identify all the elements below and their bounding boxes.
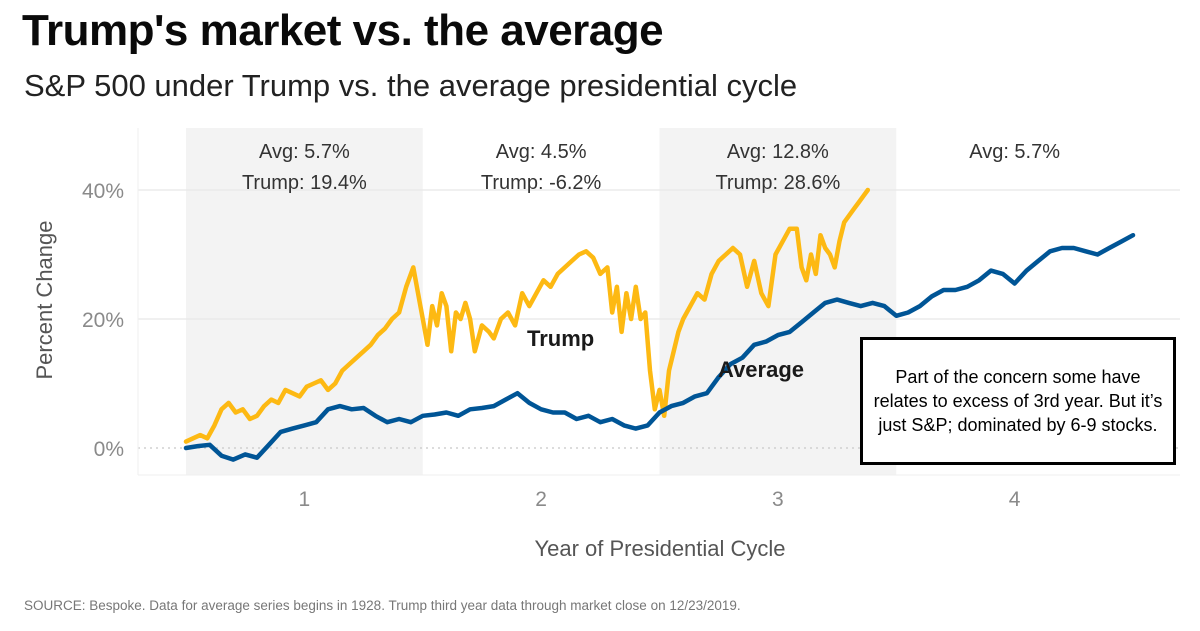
- annotation-avg-year-2: Avg: 4.5%: [496, 141, 587, 163]
- annotation-trump-year-2: Trump: -6.2%: [481, 172, 602, 194]
- shaded-band-year-3: [659, 128, 897, 475]
- y-tick-label: 20%: [82, 309, 124, 332]
- series-label-average: Average: [718, 357, 804, 382]
- y-axis-title: Percent Change: [32, 221, 57, 380]
- year-annotations: Avg: 5.7% Trump: 19.4% Avg: 4.5% Trump: -6.…: [242, 141, 1060, 194]
- y-tick-label: 40%: [82, 180, 124, 203]
- source-note: SOURCE: Bespoke. Data for average series…: [24, 598, 741, 613]
- series-line-trump: [183, 187, 871, 444]
- x-tick-label: 3: [772, 488, 784, 511]
- annotation-box: Part of the concern some have relates to…: [860, 337, 1176, 465]
- x-axis-ticks: 1 2 3 4: [299, 488, 1021, 511]
- shaded-band-year-1: [186, 128, 423, 475]
- annotation-text: Part of the concern some have relates to…: [873, 367, 1163, 435]
- annotation-trump-year-3: Trump: 28.6%: [715, 172, 840, 194]
- annotation-trump-year-1: Trump: 19.4%: [242, 172, 367, 194]
- annotation-avg-year-3: Avg: 12.8%: [727, 141, 829, 163]
- y-tick-label: 0%: [94, 438, 124, 461]
- series-lines: [183, 187, 1136, 462]
- annotation-avg-year-4: Avg: 5.7%: [969, 141, 1060, 163]
- series-label-trump: Trump: [527, 326, 594, 351]
- x-tick-label: 2: [535, 488, 547, 511]
- year-bands: [186, 128, 897, 475]
- x-tick-label: 4: [1009, 488, 1021, 511]
- gridlines: [137, 128, 1180, 476]
- chart-subtitle: S&P 500 under Trump vs. the average pres…: [24, 68, 798, 103]
- chart-title: Trump's market vs. the average: [22, 6, 664, 55]
- x-axis-title: Year of Presidential Cycle: [534, 536, 785, 561]
- y-axis-ticks: 0% 20% 40%: [82, 180, 124, 461]
- x-tick-label: 1: [299, 488, 311, 511]
- annotation-avg-year-1: Avg: 5.7%: [259, 141, 350, 163]
- series-line-average: [183, 232, 1136, 462]
